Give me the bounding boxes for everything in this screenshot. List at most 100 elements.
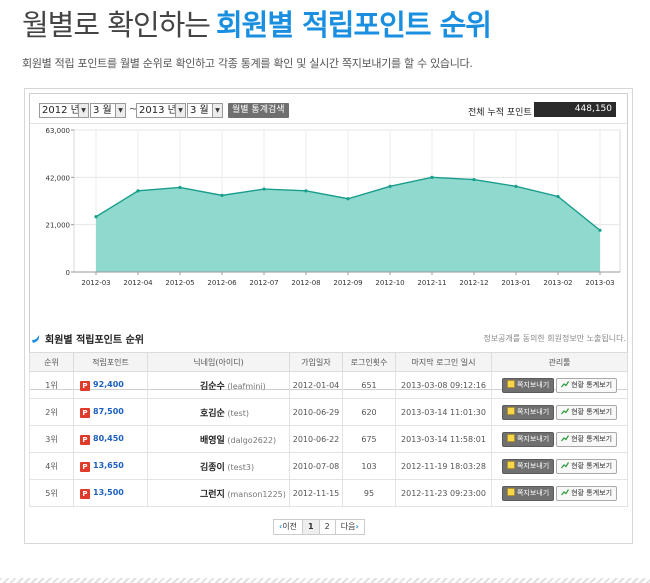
member-name[interactable]: 호김순	[200, 408, 225, 419]
y-tick-label: 21,000	[46, 222, 71, 230]
joined-cell: 2010-07-08	[289, 452, 343, 480]
view-stats-label: 현황 통계보기	[571, 434, 613, 443]
range-separator: ~	[129, 104, 138, 115]
x-tick-label: 2012-06	[207, 279, 237, 287]
point-icon: P	[80, 461, 90, 472]
view-stats-button[interactable]: 현황 통계보기	[556, 485, 618, 501]
page-1-button[interactable]: 1	[302, 519, 320, 535]
chevron-down-icon: ▼	[78, 104, 88, 117]
next-label: 다음	[340, 520, 356, 534]
heading-light: 월별로 확인하는	[22, 8, 211, 42]
points-cell: P 92,400	[73, 371, 148, 399]
points-value: 13,650	[93, 460, 124, 470]
send-message-button[interactable]: 쪽지보내기	[501, 485, 555, 501]
rank-cell: 1위	[29, 371, 74, 399]
member-name[interactable]: 김종이	[200, 462, 225, 473]
last-login-cell: 2013-03-14 11:01:30	[395, 398, 492, 426]
send-message-button[interactable]: 쪽지보내기	[501, 377, 555, 393]
chart-icon	[561, 434, 570, 441]
x-tick-label: 2012-07	[249, 279, 278, 287]
rank-cell: 3위	[29, 425, 74, 453]
send-message-label: 쪽지보내기	[516, 461, 550, 470]
chart-icon	[561, 461, 570, 468]
view-stats-label: 현황 통계보기	[571, 488, 613, 497]
from-month-select[interactable]: 3 월 ▼	[90, 103, 126, 118]
points-area-chart: 0 21,000 42,000 63,000 2012-03 2012-04 2012-05…	[46, 127, 621, 287]
send-message-button[interactable]: 쪽지보내기	[501, 404, 555, 420]
point-icon: P	[80, 488, 90, 499]
y-tick-label: 0	[66, 269, 70, 277]
send-message-label: 쪽지보내기	[516, 380, 550, 389]
tools-cell: 쪽지보내기 현황 통계보기	[491, 479, 628, 507]
view-stats-label: 현황 통계보기	[571, 461, 613, 470]
note-icon	[507, 406, 515, 415]
page-description: 회원별 적립 포인트를 월별 순위로 확인하고 각종 통계를 확인 및 실시간 …	[22, 57, 473, 70]
data-point	[262, 187, 266, 191]
data-point	[430, 175, 434, 179]
table-header-row: 순위 적립포인트 닉네임(아이디) 가입일자 로그인횟수 마지막 로그인 일시 …	[29, 352, 628, 372]
view-stats-button[interactable]: 현황 통계보기	[556, 431, 618, 447]
prev-label: 이전	[282, 520, 298, 534]
view-stats-button[interactable]: 현황 통계보기	[556, 458, 618, 474]
x-tick-label: 2012-11	[417, 279, 446, 287]
page-2-button[interactable]: 2	[318, 519, 336, 535]
ranking-section-title: 회원별 적립포인트 순위	[31, 331, 144, 346]
y-tick-label: 63,000	[46, 127, 71, 135]
logins-cell: 651	[342, 371, 396, 399]
filter-toolbar: 2012 년 ▼ 3 월 ▼ ~ 2013 년 ▼ 3 월 ▼ 월별 통계검색 전체 누…	[30, 94, 627, 124]
last-login-cell: 2013-03-08 09:12:16	[395, 371, 492, 399]
chart-box: 2012 년 ▼ 3 월 ▼ ~ 2013 년 ▼ 3 월 ▼ 월별 통계검색 전체 누…	[29, 93, 628, 390]
send-message-label: 쪽지보내기	[516, 434, 550, 443]
rank-cell: 5위	[29, 479, 74, 507]
points-cell: P 87,500	[73, 398, 148, 426]
x-tick-label: 2012-08	[291, 279, 320, 287]
chevron-left-icon: ‹	[279, 522, 283, 531]
point-icon: P	[80, 380, 90, 391]
next-page-button[interactable]: 다음›	[334, 519, 365, 535]
joined-cell: 2012-11-15	[289, 479, 343, 507]
col-tools: 관리툴	[491, 352, 628, 372]
send-message-button[interactable]: 쪽지보내기	[501, 431, 555, 447]
rank-cell: 4위	[29, 452, 74, 480]
send-message-button[interactable]: 쪽지보내기	[501, 458, 555, 474]
nickname-cell: 호김순 (test)	[147, 398, 290, 426]
logins-cell: 620	[342, 398, 396, 426]
view-stats-button[interactable]: 현황 통계보기	[556, 377, 618, 393]
member-name[interactable]: 그런지	[200, 489, 225, 500]
data-point	[556, 194, 560, 199]
view-stats-button[interactable]: 현황 통계보기	[556, 404, 618, 420]
prev-page-button[interactable]: ‹이전	[273, 519, 304, 535]
points-value: 87,500	[93, 406, 124, 416]
member-name[interactable]: 김순수	[200, 381, 225, 392]
chart-icon	[561, 407, 570, 414]
ranking-table: 순위 적립포인트 닉네임(아이디) 가입일자 로그인횟수 마지막 로그인 일시 …	[29, 352, 628, 507]
to-month-select[interactable]: 3 월 ▼	[187, 103, 223, 118]
data-point	[136, 189, 140, 193]
chevron-down-icon: ▼	[115, 104, 125, 117]
member-id: (test)	[227, 408, 249, 418]
points-cell: P 13,650	[73, 452, 148, 480]
view-stats-label: 현황 통계보기	[571, 380, 613, 389]
total-points-label: 전체 누적 포인트	[468, 108, 532, 118]
ranking-body: 1위 P 92,400 김순수 (leafmini) 2012-01-04 651 2013…	[29, 371, 628, 507]
from-year-select[interactable]: 2012 년 ▼	[39, 103, 89, 118]
heading-bold: 회원별 적립포인트 순위	[215, 8, 492, 42]
note-icon	[507, 433, 515, 442]
nickname-cell: 김종이 (test3)	[147, 452, 290, 480]
stats-panel: 2012 년 ▼ 3 월 ▼ ~ 2013 년 ▼ 3 월 ▼ 월별 통계검색 전체 누…	[24, 88, 633, 544]
tools-cell: 쪽지보내기 현황 통계보기	[491, 452, 628, 480]
last-login-cell: 2012-11-19 18:03:28	[395, 452, 492, 480]
to-year-value: 2013 년	[139, 105, 177, 116]
member-name[interactable]: 배영일	[200, 435, 225, 446]
joined-cell: 2010-06-22	[289, 425, 343, 453]
chevron-right-icon: ›	[355, 522, 359, 531]
to-year-select[interactable]: 2013 년 ▼	[136, 103, 186, 118]
chart-icon	[561, 380, 570, 387]
x-tick-label: 2012-09	[333, 279, 362, 287]
x-tick-label: 2012-12	[459, 279, 488, 287]
monthly-search-button[interactable]: 월별 통계검색	[228, 103, 289, 118]
col-points: 적립포인트	[73, 352, 148, 372]
total-points-value: 448,150	[534, 102, 616, 117]
logins-cell: 103	[342, 452, 396, 480]
note-icon	[507, 460, 515, 469]
